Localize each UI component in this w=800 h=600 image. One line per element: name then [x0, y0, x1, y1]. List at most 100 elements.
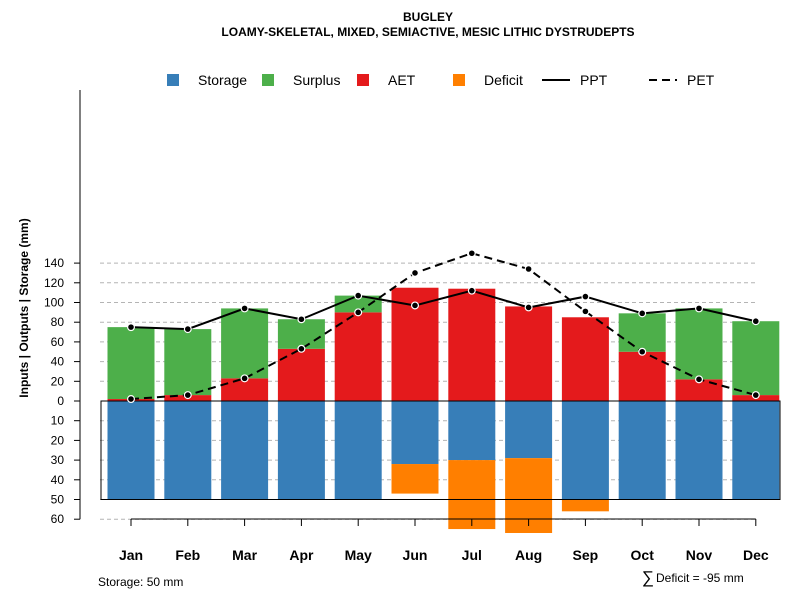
- bar-storage-apr: [277, 401, 325, 500]
- y-tick-label-lower-1: 20: [51, 433, 65, 447]
- point-ppt-aug: [524, 303, 533, 312]
- y-tick-label-lower-3: 40: [51, 473, 65, 487]
- bar-aet-may: [334, 312, 382, 401]
- y-tick-label-upper-0: 0: [57, 394, 64, 408]
- bar-surplus-jan: [107, 327, 155, 400]
- x-tick-label-jul: Jul: [462, 547, 482, 563]
- y-tick-label-upper-3: 60: [51, 335, 65, 349]
- legend-swatch-aet: [357, 74, 369, 86]
- point-ppt-sep: [581, 292, 590, 301]
- point-pet-oct: [638, 347, 647, 356]
- point-pet-jul: [467, 249, 476, 258]
- x-tick-label-apr: Apr: [289, 547, 314, 563]
- point-pet-mar: [240, 374, 249, 383]
- storage-frame: [100, 400, 781, 500]
- legend-label-ppt: PPT: [580, 72, 608, 88]
- bar-aet-oct: [618, 351, 666, 401]
- y-tick-label-lower-5: 60: [51, 512, 65, 526]
- legend-label-surplus: Surplus: [293, 72, 340, 88]
- y-tick-label-upper-6: 120: [44, 276, 64, 290]
- legend-swatch-deficit: [453, 74, 465, 86]
- footer-deficit-symbol: ∑: [642, 568, 654, 587]
- point-ppt-mar: [240, 304, 249, 313]
- legend-swatch-storage: [167, 74, 179, 86]
- x-tick-label-jun: Jun: [403, 547, 428, 563]
- bar-deficit-sep: [561, 499, 609, 512]
- legend-swatch-surplus: [262, 74, 274, 86]
- point-ppt-jul: [467, 286, 476, 295]
- legend-label-pet: PET: [687, 72, 715, 88]
- bar-storage-mar: [221, 401, 269, 500]
- y-tick-label-upper-1: 20: [51, 374, 65, 388]
- footer-deficit: Deficit = -95 mm: [656, 571, 744, 585]
- bar-surplus-dec: [732, 321, 780, 396]
- line-ppt: [130, 289, 757, 331]
- bar-aet-jul: [448, 288, 496, 401]
- bar-surplus-oct: [618, 313, 666, 352]
- bar-storage-oct: [618, 401, 666, 500]
- y-tick-label-lower-0: 10: [51, 414, 65, 428]
- point-pet-dec: [751, 391, 760, 400]
- bar-deficit-jun: [391, 464, 439, 494]
- axes: 0 20 40 60 80 100 120 140 10 20 30 40 50 60 Jan Feb Mar A…: [44, 90, 769, 563]
- x-tick-label-may: May: [345, 547, 372, 563]
- bar-aet-nov: [675, 379, 723, 401]
- x-tick-label-mar: Mar: [232, 547, 257, 563]
- bar-deficit-jul: [448, 460, 496, 530]
- x-tick-label-sep: Sep: [573, 547, 599, 563]
- chart-subtitle: LOAMY-SKELETAL, MIXED, SEMIACTIVE, MESIC…: [221, 25, 634, 39]
- x-tick-label-dec: Dec: [743, 547, 769, 563]
- bar-storage-jul: [448, 401, 496, 461]
- bar-surplus-feb: [164, 329, 212, 396]
- y-tick-label-upper-2: 40: [51, 355, 65, 369]
- bar-surplus-apr: [277, 319, 325, 349]
- bar-storage-nov: [675, 401, 723, 500]
- chart-legend: Storage Surplus AET Deficit PPT PET: [167, 72, 715, 88]
- point-ppt-oct: [638, 309, 647, 318]
- point-pet-nov: [694, 375, 703, 384]
- x-tick-label-jan: Jan: [119, 547, 143, 563]
- point-ppt-apr: [297, 315, 306, 324]
- point-pet-jun: [411, 268, 420, 277]
- point-ppt-dec: [751, 317, 760, 326]
- x-tick-label-feb: Feb: [175, 547, 200, 563]
- y-tick-label-lower-4: 50: [51, 493, 65, 507]
- y-tick-label-upper-4: 80: [51, 315, 65, 329]
- chart-title: BUGLEY: [403, 10, 453, 24]
- bar-storage-sep: [561, 401, 609, 500]
- point-ppt-jan: [126, 323, 135, 332]
- bar-surplus-nov: [675, 308, 723, 380]
- y-tick-label-lower-2: 30: [51, 453, 65, 467]
- x-tick-label-nov: Nov: [686, 547, 713, 563]
- y-tick-label-upper-5: 100: [44, 296, 64, 310]
- bar-storage-dec: [732, 401, 780, 500]
- bar-aet-mar: [221, 378, 269, 401]
- point-pet-jan: [126, 395, 135, 404]
- legend-label-aet: AET: [388, 72, 416, 88]
- point-pet-sep: [581, 307, 590, 316]
- storage-capacity-box: [100, 400, 781, 500]
- y-axis-label: Inputs | Outputs | Storage (mm): [17, 218, 31, 397]
- bar-surplus-mar: [221, 308, 269, 379]
- bar-storage-may: [334, 401, 382, 500]
- x-tick-label-oct: Oct: [631, 547, 655, 563]
- bar-aet-sep: [561, 317, 609, 401]
- x-tick-label-aug: Aug: [515, 547, 542, 563]
- point-ppt-may: [354, 291, 363, 300]
- point-ppt-nov: [694, 304, 703, 313]
- point-pet-feb: [183, 391, 192, 400]
- footer-storage: Storage: 50 mm: [98, 575, 183, 589]
- y-tick-label-upper-7: 140: [44, 256, 64, 270]
- legend-label-storage: Storage: [198, 72, 247, 88]
- legend-label-deficit: Deficit: [484, 72, 523, 88]
- bar-storage-jan: [107, 401, 155, 500]
- bar-aet-aug: [505, 306, 553, 401]
- point-pet-aug: [524, 265, 533, 274]
- point-pet-may: [354, 308, 363, 317]
- bar-marks: [107, 287, 780, 533]
- bar-storage-jun: [391, 401, 439, 465]
- point-pet-apr: [297, 344, 306, 353]
- line-pet: [130, 252, 757, 401]
- point-ppt-feb: [183, 325, 192, 334]
- bar-storage-feb: [164, 401, 212, 500]
